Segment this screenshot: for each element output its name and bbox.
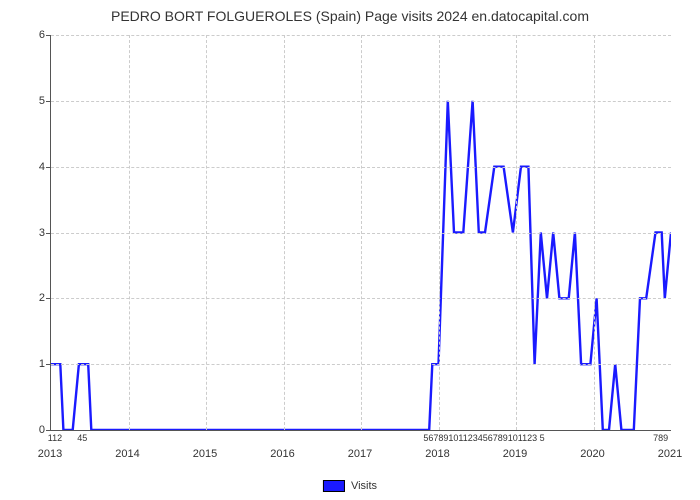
legend-swatch xyxy=(323,480,345,492)
y-tick-mark xyxy=(46,233,50,234)
x-year-label: 2021 xyxy=(658,448,682,460)
grid-line-vertical xyxy=(129,35,130,430)
x-year-label: 2019 xyxy=(503,448,527,460)
grid-line-vertical xyxy=(439,35,440,430)
y-tick-label: 5 xyxy=(30,95,45,107)
x-year-label: 2017 xyxy=(348,448,372,460)
x-year-label: 2016 xyxy=(270,448,294,460)
y-tick-mark xyxy=(46,101,50,102)
legend-label: Visits xyxy=(351,480,377,492)
x-small-label: 56789101123456789101123 5 xyxy=(423,433,544,443)
x-small-label: 112 xyxy=(48,433,62,443)
y-tick-label: 0 xyxy=(30,424,45,436)
legend: Visits xyxy=(323,480,377,492)
x-year-label: 2020 xyxy=(580,448,604,460)
grid-line-vertical xyxy=(284,35,285,430)
y-tick-label: 1 xyxy=(30,358,45,370)
y-tick-label: 4 xyxy=(30,161,45,173)
x-small-label: 45 xyxy=(77,433,87,443)
y-tick-label: 6 xyxy=(30,29,45,41)
grid-line-vertical xyxy=(361,35,362,430)
y-tick-mark xyxy=(46,167,50,168)
x-year-label: 2013 xyxy=(38,448,62,460)
chart-container: PEDRO BORT FOLGUEROLES (Spain) Page visi… xyxy=(0,0,700,500)
grid-line-vertical xyxy=(516,35,517,430)
plot-area xyxy=(50,35,671,431)
y-tick-mark xyxy=(46,298,50,299)
x-year-label: 2015 xyxy=(193,448,217,460)
y-tick-label: 2 xyxy=(30,292,45,304)
y-tick-mark xyxy=(46,430,50,431)
chart-title: PEDRO BORT FOLGUEROLES (Spain) Page visi… xyxy=(0,0,700,24)
y-tick-mark xyxy=(46,364,50,365)
x-year-label: 2018 xyxy=(425,448,449,460)
y-tick-mark xyxy=(46,35,50,36)
grid-line-vertical xyxy=(206,35,207,430)
grid-line-vertical xyxy=(594,35,595,430)
x-small-label: 789 xyxy=(653,433,668,443)
x-year-label: 2014 xyxy=(115,448,139,460)
y-tick-label: 3 xyxy=(30,227,45,239)
